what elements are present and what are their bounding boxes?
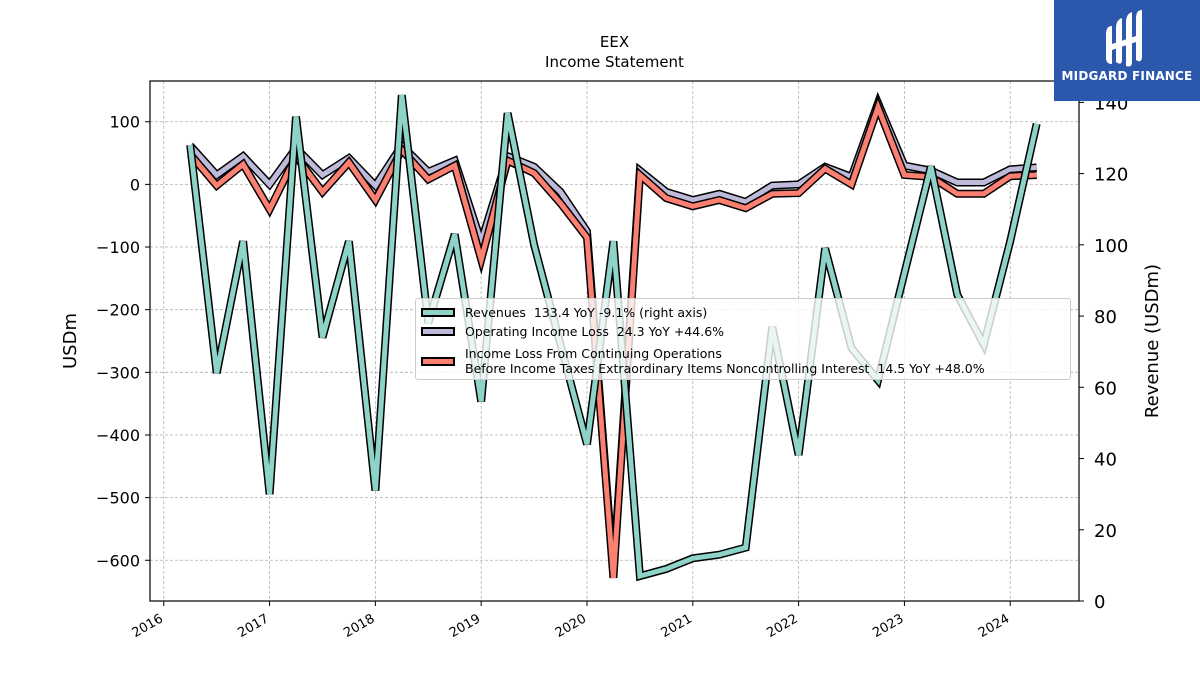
x-tick-label: 2019 [447, 611, 483, 641]
legend-label-revenues: Revenues 133.4 YoY -9.1% (right axis) [465, 305, 708, 320]
y-tick-label: −400 [96, 426, 140, 445]
y2-tick-label: 20 [1094, 521, 1117, 542]
x-tick-label: 2018 [341, 611, 377, 641]
plot-frame [149, 80, 1080, 602]
legend-entry-revenues: Revenues 133.4 YoY -9.1% (right axis) [421, 305, 707, 320]
x-tick-label: 2023 [870, 611, 906, 641]
y2-tick-label: 0 [1094, 592, 1105, 613]
legend-swatch-operating-income [421, 327, 455, 336]
legend-label-operating-income: Operating Income Loss 24.3 YoY +44.6% [465, 324, 725, 339]
series-layer [186, 91, 1041, 582]
x-tick-label: 2021 [659, 611, 695, 641]
legend-swatch-pretax-income [421, 356, 455, 366]
logo-mark-icon [1106, 10, 1142, 67]
y-tick-label: 100 [109, 113, 140, 132]
legend-swatch-revenues [421, 308, 455, 317]
x-tick-label: 2017 [235, 611, 271, 641]
brand-logo: MIDGARD FINANCE [1054, 0, 1200, 101]
x-tick-label: 2022 [764, 611, 800, 641]
x-tick-label: 2024 [976, 611, 1012, 641]
series-income-loss-from-continuing-operations-b [187, 95, 1037, 579]
y-axis-label: USDm [60, 313, 81, 369]
y-tick-label: −100 [96, 238, 140, 257]
y-tick-label: −600 [96, 551, 140, 570]
chart-title: EEX [600, 33, 629, 51]
y2-tick-label: 120 [1094, 165, 1128, 186]
y2-axis-label: Revenue (USDm) [1142, 264, 1163, 418]
y2-tick-label: 40 [1094, 450, 1117, 471]
chart-subtitle: Income Statement [545, 53, 684, 71]
legend-entry-pretax-income: Income Loss From Continuing Operations B… [421, 346, 985, 376]
x-tick-label: 2016 [130, 611, 166, 641]
y-tick-label: −300 [96, 363, 140, 382]
y2-tick-label: 80 [1094, 307, 1117, 328]
legend-label-pretax-income: Income Loss From Continuing Operations B… [465, 346, 985, 376]
y2-tick-label: 100 [1094, 236, 1128, 257]
y2-tick-label: 60 [1094, 378, 1117, 399]
x-tick-label: 2020 [553, 611, 589, 641]
y-tick-label: −500 [96, 489, 140, 508]
legend-entry-operating-income: Operating Income Loss 24.3 YoY +44.6% [421, 324, 724, 339]
y-tick-label: −200 [96, 301, 140, 320]
legend: Revenues 133.4 YoY -9.1% (right axis) Op… [415, 298, 1071, 380]
logo-text: MIDGARD FINANCE [1061, 69, 1193, 83]
y-tick-label: 0 [130, 175, 140, 194]
